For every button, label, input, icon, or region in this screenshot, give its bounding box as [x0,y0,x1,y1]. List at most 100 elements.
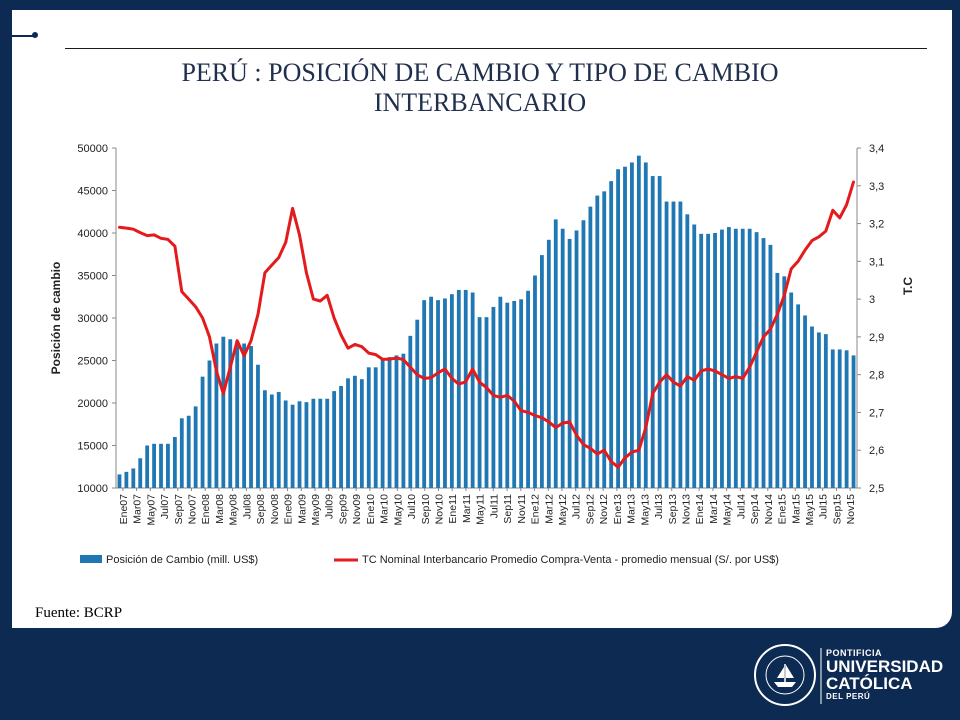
y-tick-label: 15000 [77,441,108,453]
bar [782,276,787,488]
bar [713,233,717,488]
bar [636,155,641,488]
bar [152,443,156,488]
y2-tick-label: 3,1 [869,256,884,268]
bar [602,191,607,488]
bar [616,169,620,488]
y-tick-label: 10000 [77,483,108,495]
bar [394,355,399,488]
bar [650,176,655,489]
bar [726,227,731,489]
x-tick-label: Sep07 [173,494,185,525]
y-tick-label: 45000 [77,186,108,198]
tc-series-line [118,180,855,469]
x-tick-label: Ene15 [777,494,789,525]
x-tick-label: Jul10 [406,494,418,519]
bar [512,301,517,488]
bar [380,359,385,488]
y-tick-label: 30000 [77,313,108,325]
combo-chart: 50000 45000 40000 35000 30000 25000 20000 15000… [49,143,915,566]
x-tick-label: Mar09 [296,494,308,524]
title-line-1: PERÚ : POSICIÓN DE CAMBIO Y TIPO DE CAMB… [181,58,779,87]
bar [401,353,406,488]
bar [346,378,350,488]
bar [796,304,801,488]
x-tick-label: Mar13 [626,494,638,524]
bar [332,391,337,488]
y2-tick-label: 3 [869,294,875,306]
bar [179,418,184,488]
bar [630,162,634,488]
x-tick-label: Jul13 [653,494,665,519]
logo-line-4: DEL PERÚ [826,692,871,701]
title-line-2: INTERBANCARIO [373,88,587,117]
y2-tick-label: 2,7 [869,407,884,419]
x-tick-label: Sep11 [502,494,514,524]
bar [692,224,697,488]
x-tick-label: Nov14 [763,494,775,525]
y2-tick-label: 3,3 [869,181,884,193]
y2-tick-label: 3,4 [869,143,884,155]
x-tick-label: May10 [392,494,404,526]
bar [533,275,537,488]
bar [235,340,240,488]
x-tick-label: Sep14 [749,494,761,525]
x-tick-label: Nov09 [351,494,363,525]
bar [720,229,724,488]
bar [706,233,711,488]
bar [422,300,427,488]
bar [443,298,447,488]
x-tick-label: Nov08 [269,494,281,525]
x-tick-label: Ene07 [118,494,130,525]
x-tick-label: Jul07 [159,494,171,519]
bar [837,349,842,488]
bar [214,343,219,488]
bar [200,376,205,488]
bar [498,296,503,488]
x-tick-label: Mar08 [214,494,226,524]
title-rule [65,48,927,49]
x-tick-label: Ene08 [200,494,212,525]
bar [408,335,413,488]
bar [297,401,302,488]
x-tick-label: May09 [310,494,322,526]
bar [519,299,524,488]
x-tick-label: Nov07 [186,494,198,525]
x-tick-label: Ene09 [283,494,295,525]
university-logo [754,644,822,706]
bar [117,474,122,488]
bar [415,319,420,488]
bar [470,292,475,488]
legend-bar-swatch [80,555,102,563]
bar [436,300,440,488]
bar [242,343,247,488]
x-tick-label: Nov13 [680,494,692,525]
x-tick-label: Mar15 [790,494,802,524]
bar [456,289,461,488]
bar [276,391,281,488]
x-tick-label: Jul12 [571,494,583,519]
x-tick-label: Jul09 [324,494,336,519]
bar [318,398,323,488]
page-title: PERÚ : POSICIÓN DE CAMBIO Y TIPO DE CAMB… [0,58,960,118]
x-tick-label: Nov10 [433,494,445,525]
y-axis-title: Posición de cambio [49,262,63,375]
bar [124,471,129,488]
bar [823,334,828,488]
bar [560,228,565,488]
logo-line-3: CATÓLICA [826,674,913,693]
x-tick-label: Jul11 [488,494,500,518]
x-tick-label: Jul14 [735,494,747,519]
bar [290,404,295,488]
bar [373,367,378,488]
y-tick-label: 35000 [77,271,108,283]
x-tick-label: May14 [722,494,734,526]
y-tick-label: 50000 [77,143,108,155]
x-tick-label: May13 [639,494,651,526]
bullet-dot [32,32,38,38]
bar [546,239,551,488]
bar [685,214,690,489]
bar [145,445,150,488]
bar [671,201,676,489]
bar [664,201,669,489]
